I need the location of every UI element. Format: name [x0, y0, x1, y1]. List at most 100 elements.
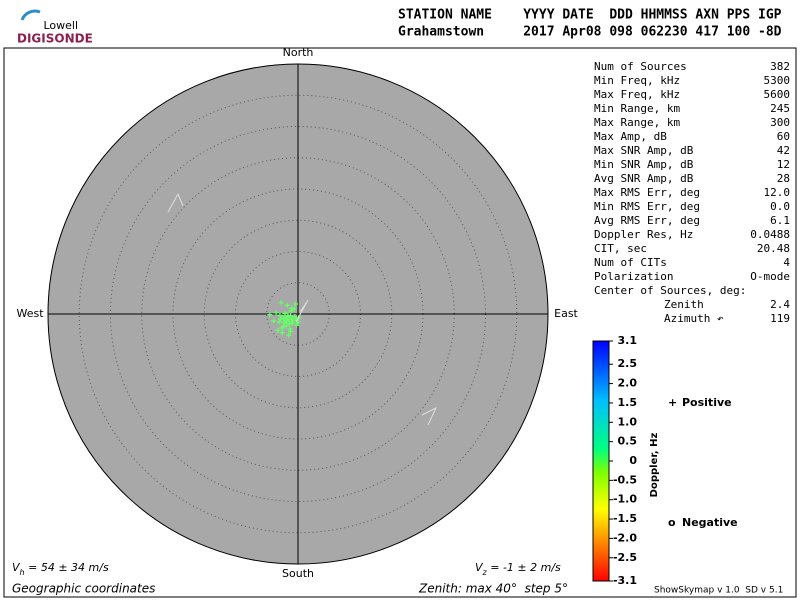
- stat-value: 20.48: [757, 242, 790, 255]
- stat-label: Avg RMS Err, deg: [594, 214, 700, 227]
- center-zenith-value: 2.4: [770, 298, 790, 311]
- frame: [3, 47, 797, 598]
- stat-value: 60: [777, 130, 790, 143]
- logo-line1: Lowell: [43, 19, 78, 32]
- stat-value: 4: [783, 256, 790, 269]
- legend-label: Negative: [682, 516, 738, 529]
- colorbar: [592, 340, 610, 582]
- source-point: [276, 319, 282, 325]
- stat-label: Min Freq, kHz: [594, 74, 680, 87]
- legend-symbol: +: [668, 396, 677, 409]
- colorbar-tick-label: 1.5: [618, 396, 638, 409]
- vh-sub: h: [20, 568, 25, 577]
- vz-text: = -1 ± 2 m/s: [487, 561, 561, 574]
- dir-south: South: [282, 567, 314, 580]
- arrow: [167, 192, 184, 213]
- source-point: [287, 326, 293, 332]
- source-point: [288, 308, 294, 314]
- source-point: [283, 323, 289, 329]
- source-point: [283, 317, 288, 323]
- stat-label: Max Amp, dB: [594, 130, 667, 143]
- source-point: [285, 314, 291, 319]
- source-point: [273, 310, 279, 316]
- stat-label: Avg SNR Amp, dB: [594, 172, 694, 185]
- legend-symbol: o: [668, 516, 676, 529]
- source-point: [293, 301, 298, 307]
- source-point: [288, 329, 293, 334]
- dir-north: North: [283, 46, 314, 59]
- stat-value: 28: [777, 172, 790, 185]
- vz-symbol: V: [475, 561, 484, 574]
- source-point: [278, 316, 283, 322]
- center-azimuth-value: 119: [770, 312, 790, 325]
- logo-arc: [20, 9, 41, 21]
- arrow: [421, 406, 438, 426]
- vz-sub: z: [482, 568, 488, 577]
- colorbar-title: Doppler, Hz: [649, 433, 660, 498]
- colorbar-tick-label: 1.0: [618, 415, 638, 428]
- stat-value: O-mode: [750, 270, 790, 283]
- colorbar-tick-label: -0.5: [613, 473, 637, 486]
- header-labels: STATION NAME YYYY DATE DDD HHMMSS AXN PP…: [398, 8, 782, 23]
- colorbar-tick-label: -2.0: [613, 531, 637, 544]
- source-point: [289, 320, 295, 326]
- colorbar-tick-label: 0: [629, 454, 637, 467]
- vh-symbol: V: [12, 561, 21, 574]
- source-point: [294, 322, 300, 328]
- colorbar-tick-label: -1.0: [613, 493, 637, 506]
- source-point: [271, 318, 277, 324]
- vz: Vz = -1 ± 2 m/s: [475, 561, 561, 577]
- stat-label: CIT, sec: [594, 242, 647, 255]
- colorbar-tick-label: 2.0: [618, 377, 638, 390]
- source-point: [288, 313, 293, 319]
- stat-value: 5300: [764, 74, 791, 87]
- center-zenith-label: Zenith: [664, 298, 704, 311]
- source-point: [289, 305, 295, 311]
- stat-value: 0.0488: [750, 228, 790, 241]
- center-title: Center of Sources, deg:: [594, 284, 746, 297]
- header-values: Grahamstown 2017 Apr08 098 062230 417 10…: [398, 25, 782, 40]
- legend-label: Positive: [682, 396, 732, 409]
- footer-version: ShowSkymap v 1.0 SD v 5.1: [654, 586, 783, 596]
- source-point: [279, 330, 285, 336]
- source-point: [286, 332, 292, 338]
- colorbar-tick-label: 0.5: [618, 435, 638, 448]
- colorbar-tick-label: -2.5: [613, 551, 637, 564]
- footer-zenith: Zenith: max 40° step 5°: [418, 582, 568, 596]
- stat-value: 5600: [764, 88, 791, 101]
- source-point: [281, 324, 287, 329]
- plot: North South East West: [16, 46, 578, 580]
- stat-value: 12.0: [764, 186, 791, 199]
- vh-text: = 54 ± 34 m/s: [25, 561, 109, 574]
- logo-line2: DIGISONDE: [17, 32, 93, 46]
- stat-label: Polarization: [594, 270, 673, 283]
- vh: Vh = 54 ± 34 m/s: [12, 561, 109, 577]
- source-point: [277, 312, 283, 318]
- center-azimuth-label: Azimuth ↶: [664, 312, 724, 325]
- dir-west: West: [16, 307, 44, 320]
- footer-coords: Geographic coordinates: [12, 582, 155, 596]
- stat-value: 245: [770, 102, 790, 115]
- colorbar-tick-label: 2.5: [618, 357, 638, 370]
- source-point: [286, 321, 292, 327]
- source-point: [292, 314, 298, 319]
- source-point: [278, 300, 284, 306]
- stat-label: Max Range, km: [594, 116, 680, 129]
- stat-label: Doppler Res, Hz: [594, 228, 693, 241]
- stat-label: Max RMS Err, deg: [594, 186, 700, 199]
- source-point: [291, 306, 297, 312]
- stat-value: 0.0: [770, 200, 790, 213]
- stat-label: Min RMS Err, deg: [594, 200, 700, 213]
- stat-value: 382: [770, 60, 790, 73]
- colorbar-tick-label: 3.1: [618, 334, 638, 347]
- stat-label: Num of Sources: [594, 60, 687, 73]
- source-point: [284, 302, 290, 308]
- source-point: [282, 310, 288, 316]
- colorbar-tick-label: -1.5: [613, 512, 637, 525]
- stat-value: 6.1: [770, 214, 790, 227]
- stat-label: Min Range, km: [594, 102, 680, 115]
- stat-label: Min SNR Amp, dB: [594, 158, 694, 171]
- colorbar-tick-label: -3.1: [613, 574, 637, 587]
- stat-label: Max SNR Amp, dB: [594, 144, 694, 157]
